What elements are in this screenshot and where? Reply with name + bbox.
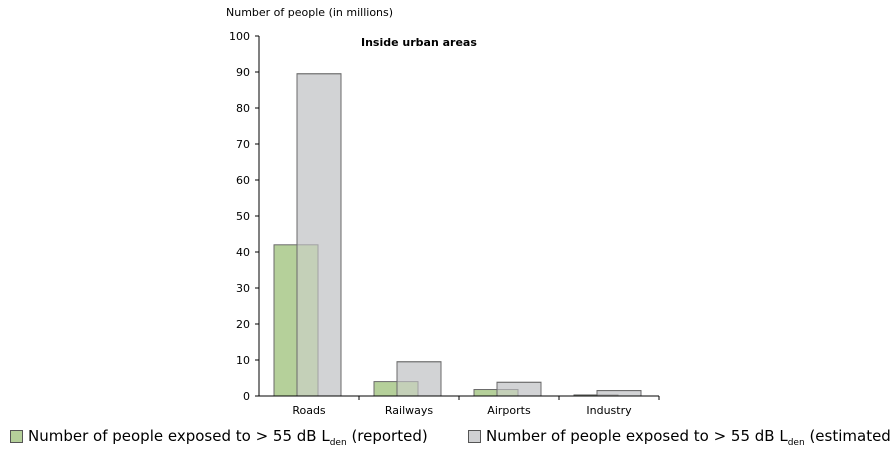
y-tick-label: 60 bbox=[236, 174, 250, 187]
x-tick-label-industry: Industry bbox=[586, 404, 632, 417]
legend-swatch-reported bbox=[10, 429, 23, 443]
legend-swatch-estimated bbox=[468, 429, 481, 443]
y-tick-label: 50 bbox=[236, 210, 250, 223]
y-tick-label: 80 bbox=[236, 102, 250, 115]
y-tick-label: 100 bbox=[229, 30, 250, 43]
bar-overlay-airports-estimated bbox=[496, 381, 542, 397]
y-axis-label: Number of people (in millions) bbox=[226, 6, 393, 19]
bar-overlay-roads-estimated bbox=[296, 73, 342, 397]
y-tick-label: 70 bbox=[236, 138, 250, 151]
legend-item-estimated: Number of people exposed to > 55 dB Lden… bbox=[468, 427, 892, 448]
bar-chart: Number of people (in millions) Inside ur… bbox=[226, 6, 660, 417]
y-tick-label: 20 bbox=[236, 318, 250, 331]
x-tick-label-roads: Roads bbox=[292, 404, 326, 417]
legend-label-reported: Number of people exposed to > 55 dB Lden… bbox=[28, 427, 428, 448]
y-tick-label: 40 bbox=[236, 246, 250, 259]
bar-overlay-railways-estimated bbox=[396, 361, 442, 397]
legend-item-reported: Number of people exposed to > 55 dB Lden… bbox=[10, 427, 428, 448]
legend-label-estimated: Number of people exposed to > 55 dB Lden… bbox=[486, 427, 892, 448]
bar-overlay-industry-estimated bbox=[596, 390, 642, 397]
y-tick-label: 90 bbox=[236, 66, 250, 79]
y-tick-label: 0 bbox=[243, 390, 250, 403]
y-tick-label: 30 bbox=[236, 282, 250, 295]
y-tick-label: 10 bbox=[236, 354, 250, 367]
x-tick-label-railways: Railways bbox=[385, 404, 434, 417]
x-tick-label-airports: Airports bbox=[487, 404, 531, 417]
chart-title: Inside urban areas bbox=[361, 36, 477, 49]
